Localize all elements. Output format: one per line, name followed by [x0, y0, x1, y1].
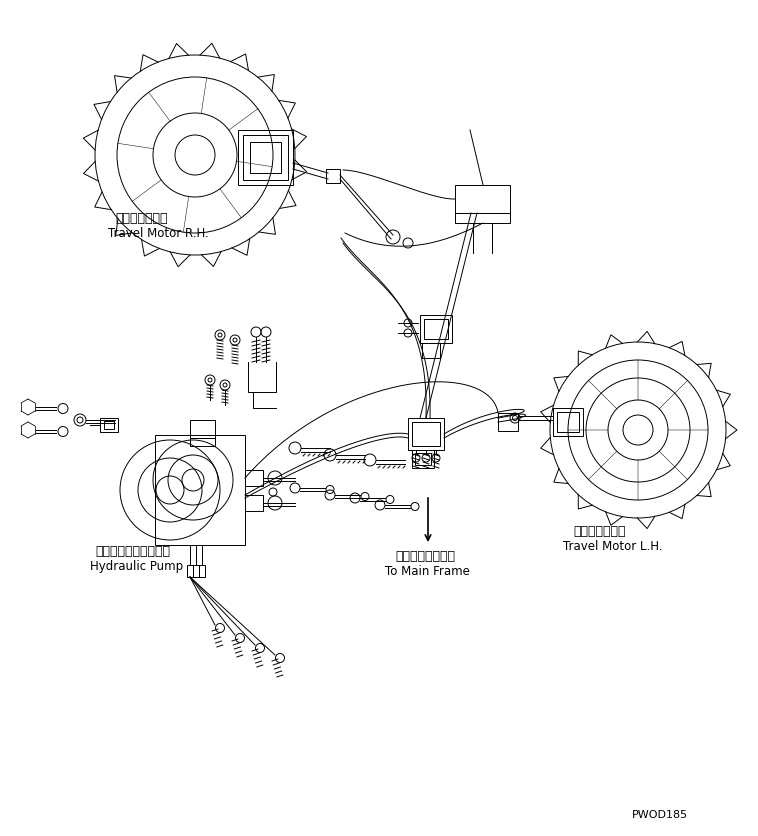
Text: 走行モータ　右: 走行モータ 右	[115, 212, 168, 225]
Text: 走行モータ　左: 走行モータ 左	[573, 525, 625, 538]
Text: Hydraulic Pump: Hydraulic Pump	[90, 560, 183, 573]
Bar	[238, 130, 293, 185]
Bar	[245, 470, 263, 486]
Bar	[326, 169, 340, 183]
Bar	[245, 495, 263, 511]
Bar	[187, 565, 193, 577]
Text: PWOD185: PWOD185	[632, 810, 688, 820]
Text: Travel Motor R.H.: Travel Motor R.H.	[108, 227, 208, 240]
Text: ハイドロリックポンプ: ハイドロリックポンプ	[95, 545, 170, 558]
Bar	[104, 421, 114, 429]
Text: To Main Frame: To Main Frame	[385, 565, 470, 578]
Bar	[100, 418, 118, 432]
Bar	[455, 213, 510, 223]
Bar	[424, 319, 448, 339]
Bar	[190, 420, 215, 438]
Bar	[557, 412, 579, 432]
Bar	[415, 453, 431, 465]
Bar	[498, 413, 518, 431]
Text: Travel Motor L.H.: Travel Motor L.H.	[563, 540, 662, 553]
Bar	[250, 142, 281, 173]
Bar	[243, 135, 288, 180]
Bar	[455, 185, 510, 213]
Bar	[412, 422, 440, 446]
Bar	[193, 565, 199, 577]
Bar	[408, 418, 444, 450]
Bar	[190, 438, 215, 446]
Bar	[553, 408, 583, 436]
Bar	[199, 565, 205, 577]
Text: メインフレームヘ: メインフレームヘ	[395, 550, 455, 563]
Bar	[420, 315, 452, 343]
Bar	[155, 435, 245, 545]
Bar	[412, 450, 434, 468]
Bar	[422, 343, 440, 358]
